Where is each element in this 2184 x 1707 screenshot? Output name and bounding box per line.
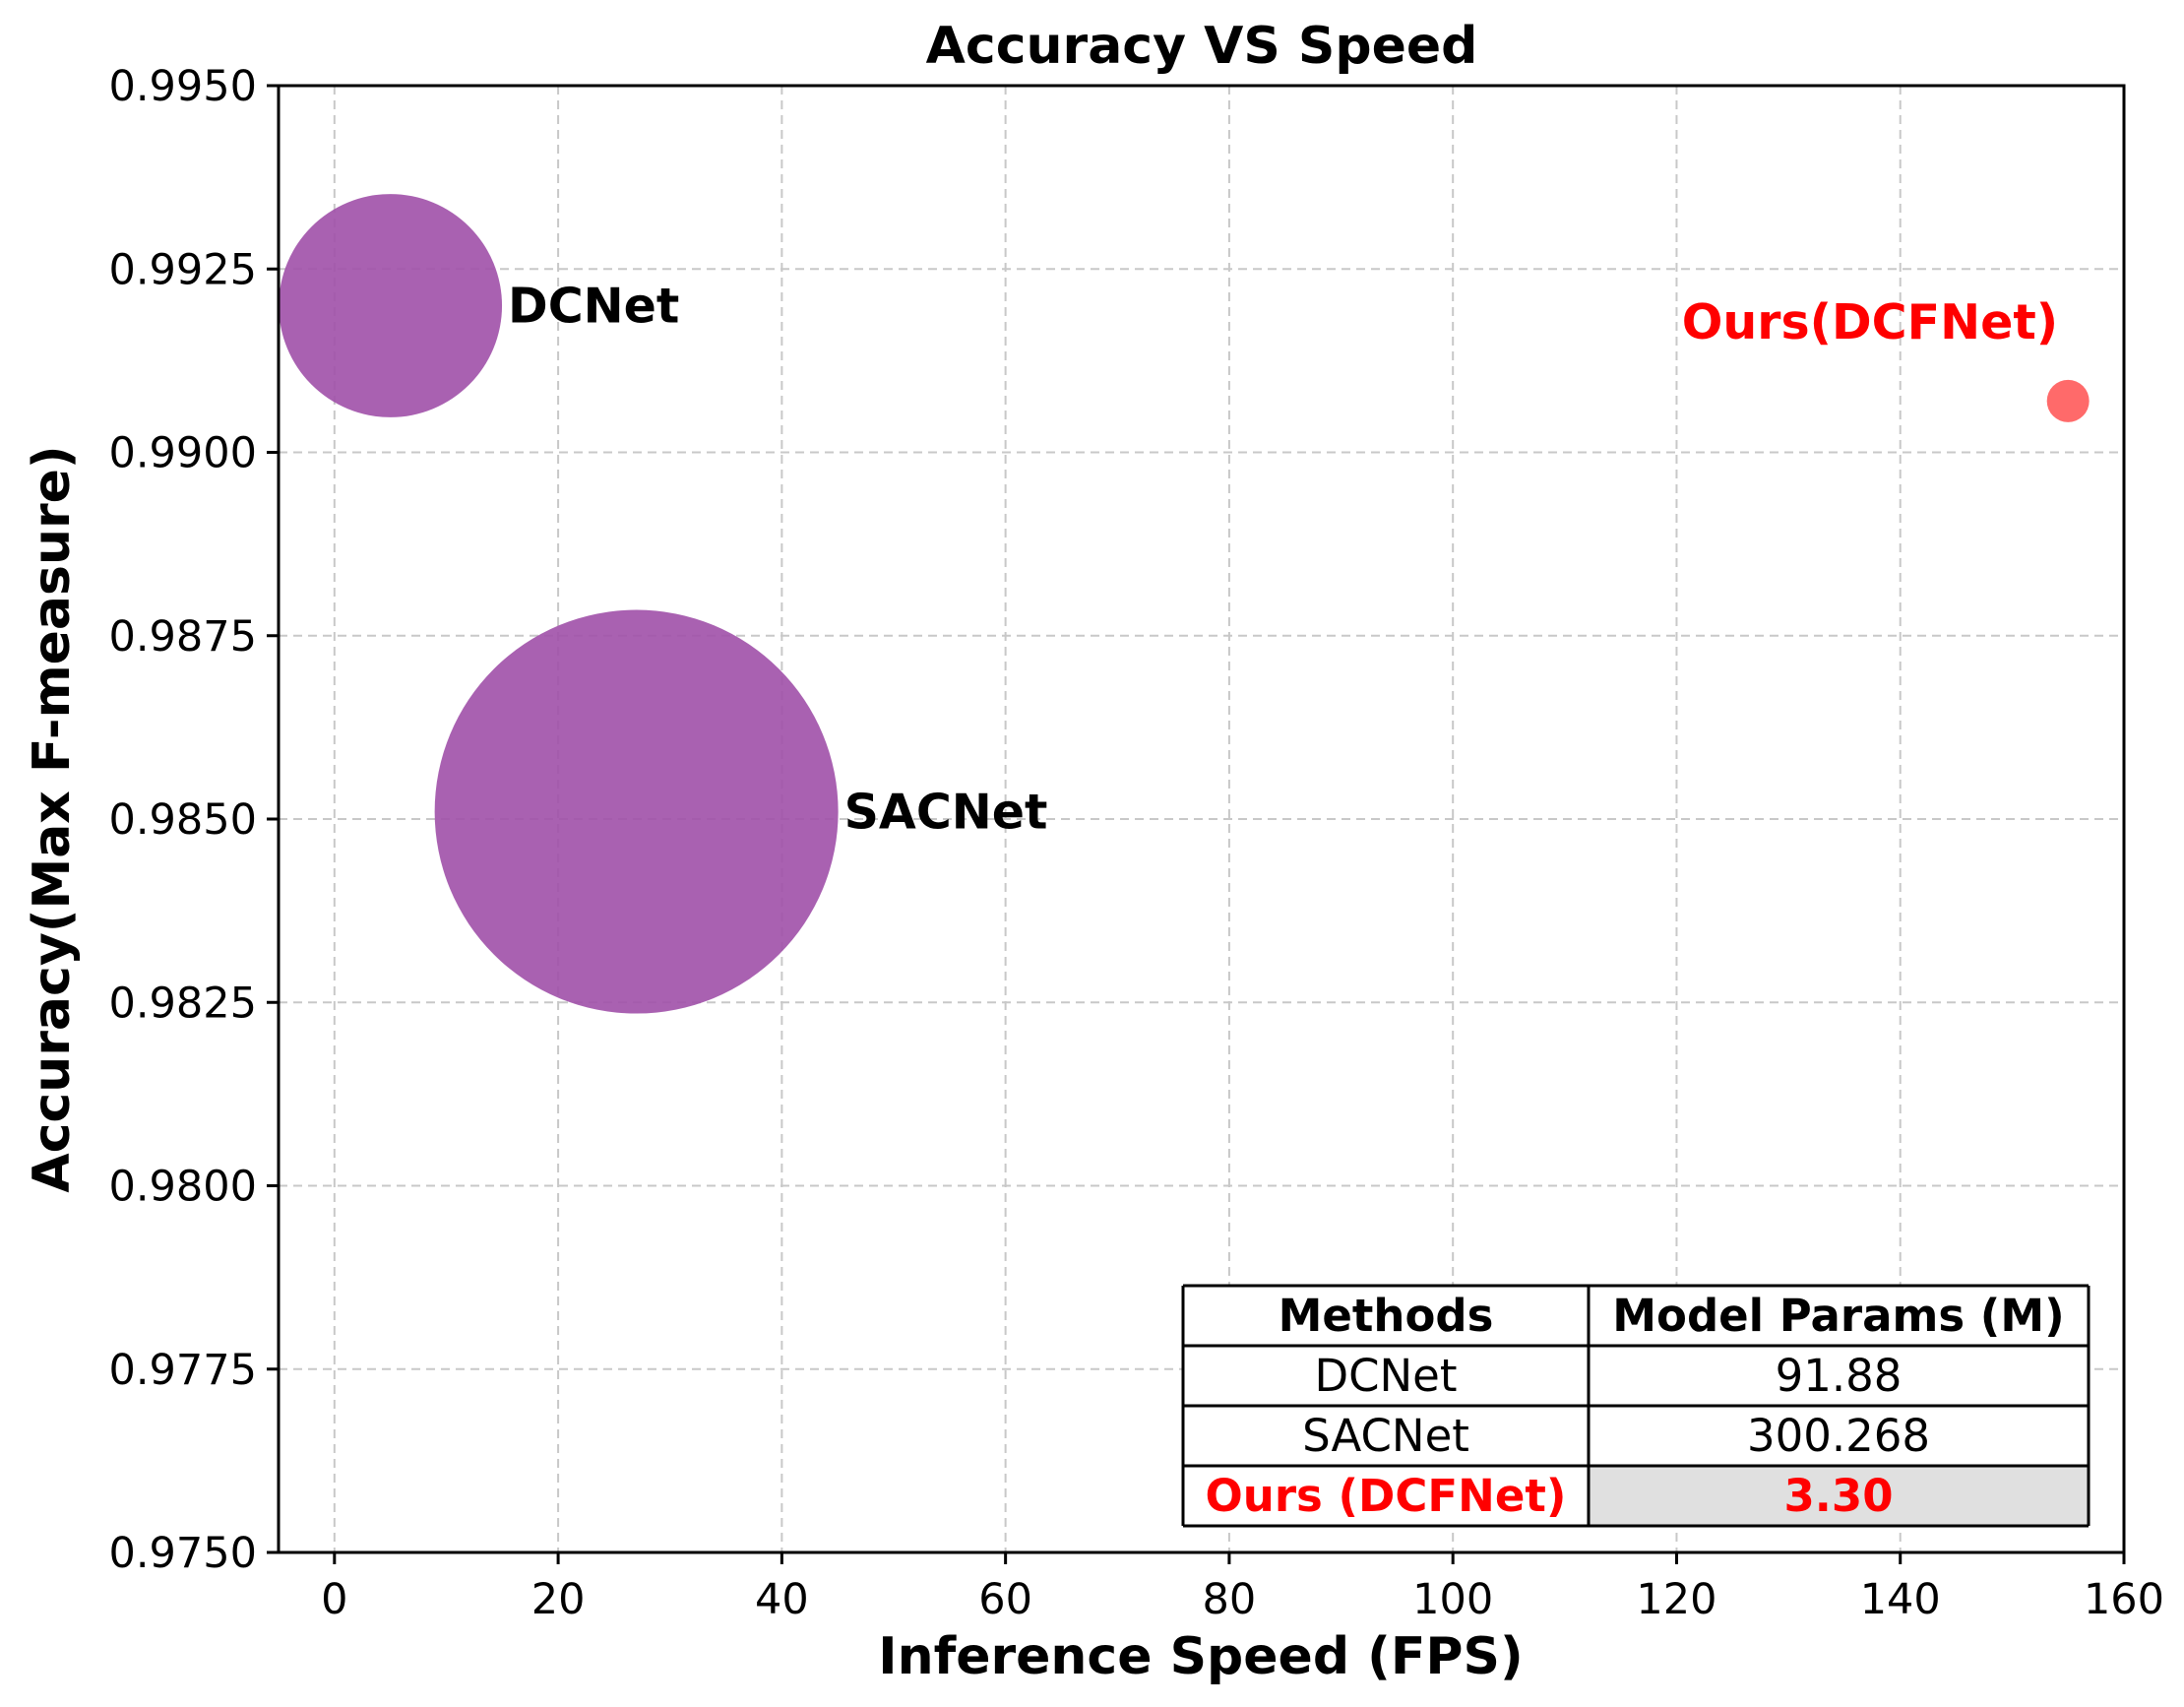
y-tick-label: 0.9800 bbox=[109, 1163, 257, 1212]
y-axis-label: Accuracy(Max F-measure) bbox=[23, 445, 82, 1192]
table-cell: 3.30 bbox=[1783, 1470, 1893, 1522]
y-tick-label: 0.9950 bbox=[109, 62, 257, 111]
point-label: DCNet bbox=[508, 279, 679, 335]
x-axis-ticks: 0 20 40 60 80 100 120 140 160 bbox=[321, 1552, 2164, 1624]
y-tick-label: 0.9775 bbox=[109, 1346, 257, 1395]
y-tick-label: 0.9925 bbox=[109, 245, 257, 294]
x-tick-label: 20 bbox=[531, 1575, 586, 1624]
table-cell: DCNet bbox=[1314, 1350, 1457, 1402]
x-axis-label: Inference Speed (FPS) bbox=[878, 1627, 1524, 1686]
x-tick-label: 0 bbox=[321, 1575, 347, 1624]
table-cell: Ours (DCFNet) bbox=[1206, 1470, 1567, 1522]
data-point-sacnet bbox=[434, 609, 839, 1014]
data-points bbox=[279, 194, 2090, 1014]
y-tick-label: 0.9850 bbox=[109, 795, 257, 845]
table-cell: SACNet bbox=[1302, 1410, 1469, 1462]
point-labels: DCNet SACNet Ours(DCFNet) bbox=[508, 279, 2058, 841]
data-point-dcnet bbox=[279, 194, 503, 417]
point-label: SACNet bbox=[844, 785, 1048, 841]
data-point-ours-dcfnet- bbox=[2046, 379, 2090, 422]
x-tick-label: 60 bbox=[978, 1575, 1032, 1624]
y-tick-label: 0.9750 bbox=[109, 1529, 257, 1578]
y-tick-label: 0.9900 bbox=[109, 429, 257, 478]
x-tick-label: 100 bbox=[1412, 1575, 1493, 1624]
y-tick-label: 0.9825 bbox=[109, 979, 257, 1028]
x-tick-label: 80 bbox=[1203, 1575, 1257, 1624]
point-label: Ours(DCFNet) bbox=[1682, 294, 2058, 350]
params-table: Methods Model Params (M) DCNet 91.88 SACNet 3… bbox=[1181, 1284, 2090, 1528]
table-cell: 300.268 bbox=[1747, 1410, 1930, 1462]
chart-title: Accuracy VS Speed bbox=[926, 17, 1478, 76]
table-cell: 91.88 bbox=[1776, 1350, 1903, 1402]
x-tick-label: 140 bbox=[1860, 1575, 1941, 1624]
x-tick-label: 160 bbox=[2084, 1575, 2164, 1624]
x-tick-label: 120 bbox=[1636, 1575, 1716, 1624]
table-header: Model Params (M) bbox=[1612, 1290, 2064, 1342]
x-tick-label: 40 bbox=[755, 1575, 809, 1624]
y-axis-ticks: 0.9750 0.9775 0.9800 0.9825 0.9850 0.9875 0.99… bbox=[109, 62, 279, 1578]
table-header: Methods bbox=[1279, 1290, 1494, 1342]
y-tick-label: 0.9875 bbox=[109, 612, 257, 662]
table-highlight-cell bbox=[1589, 1466, 2089, 1526]
